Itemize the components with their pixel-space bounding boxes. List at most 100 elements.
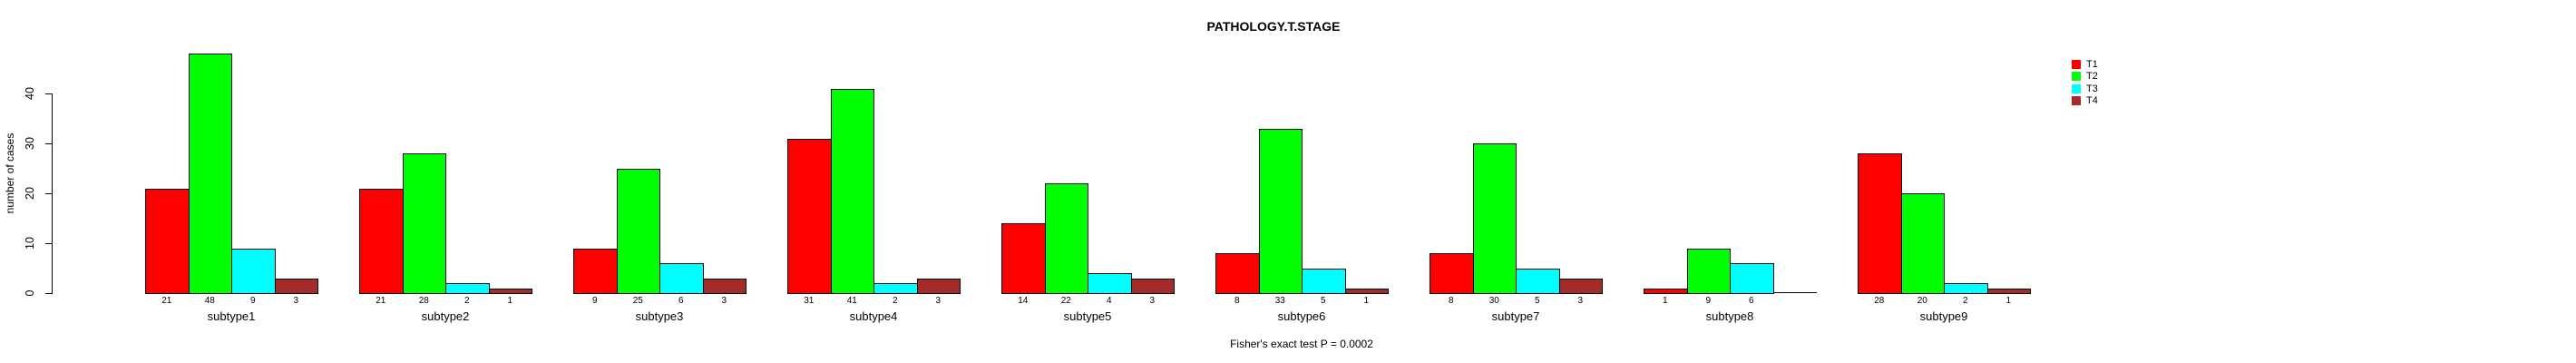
y-axis-line xyxy=(52,93,53,294)
bar-value-label: 4 xyxy=(1106,296,1112,306)
bar-value-label: 3 xyxy=(293,296,299,306)
x-category-label-subtype6: subtype6 xyxy=(1277,309,1326,323)
x-category-label-subtype2: subtype2 xyxy=(421,309,470,323)
bar-value-label: 48 xyxy=(204,296,215,306)
legend-swatch-t3 xyxy=(2072,83,2081,93)
bar-value-label: 33 xyxy=(1274,296,1285,306)
y-tick xyxy=(45,243,52,244)
bar-t1-subtype3 xyxy=(573,248,618,294)
bar-value-label: 14 xyxy=(1018,296,1029,306)
bar-t3-subtype7 xyxy=(1516,268,1560,294)
y-tick xyxy=(45,293,52,294)
bar-t4-subtype5 xyxy=(1130,278,1175,294)
legend-swatch-t4 xyxy=(2072,95,2081,105)
legend-swatch-t1 xyxy=(2072,60,2081,69)
bar-t3-subtype4 xyxy=(873,283,918,294)
bar-t3-subtype9 xyxy=(1944,283,1988,294)
bar-t2-subtype1 xyxy=(188,54,232,294)
bar-value-label: 3 xyxy=(721,296,727,306)
bar-t3-subtype5 xyxy=(1088,273,1132,294)
y-tick-label: 10 xyxy=(24,237,36,250)
bar-t1-subtype8 xyxy=(1644,288,1688,294)
bar-value-label: 1 xyxy=(507,296,513,306)
footnote-fisher-test: Fisher's exact test P = 0.0002 xyxy=(1230,338,1373,350)
bar-t3-subtype2 xyxy=(445,283,490,294)
y-tick xyxy=(45,93,52,94)
bar-value-label: 3 xyxy=(1149,296,1156,306)
bar-t2-subtype9 xyxy=(1900,193,1945,294)
x-category-label-subtype8: subtype8 xyxy=(1705,309,1754,323)
bar-t4-subtype9 xyxy=(1986,288,2031,294)
legend-label-t4: T4 xyxy=(2086,94,2098,106)
bar-t2-subtype6 xyxy=(1258,128,1303,294)
x-category-label-subtype5: subtype5 xyxy=(1063,309,1112,323)
bar-value-label: 22 xyxy=(1060,296,1071,306)
bar-value-label: 5 xyxy=(1320,296,1326,306)
bar-value-label: 41 xyxy=(846,296,857,306)
bar-value-label: 31 xyxy=(804,296,815,306)
chart-title: PATHOLOGY.T.STAGE xyxy=(1206,19,1341,34)
y-axis-title: number of cases xyxy=(4,132,16,214)
y-tick xyxy=(45,143,52,144)
bar-value-label: 3 xyxy=(1577,296,1584,306)
y-tick-label: 20 xyxy=(24,187,36,200)
bar-t3-subtype8 xyxy=(1730,263,1774,294)
bar-value-label: 8 xyxy=(1234,296,1240,306)
bar-t4-subtype1 xyxy=(274,278,318,294)
legend-label-t1: T1 xyxy=(2086,59,2098,70)
bar-t4-subtype4 xyxy=(916,278,961,294)
legend-label-t3: T3 xyxy=(2086,83,2098,94)
y-tick-label: 0 xyxy=(24,289,36,297)
bar-t1-subtype9 xyxy=(1858,153,1902,294)
bar-t4-subtype3 xyxy=(702,278,746,294)
bar-t1-subtype4 xyxy=(787,138,832,294)
bar-t2-subtype7 xyxy=(1472,143,1517,294)
bar-t2-subtype2 xyxy=(402,153,446,294)
bar-t1-subtype5 xyxy=(1001,223,1046,294)
x-category-label-subtype7: subtype7 xyxy=(1491,309,1540,323)
bar-t4-subtype2 xyxy=(488,288,532,294)
x-category-label-subtype1: subtype1 xyxy=(207,309,256,323)
bar-value-label: 21 xyxy=(376,296,386,306)
bar-value-label: 20 xyxy=(1917,296,1927,306)
bar-t3-subtype6 xyxy=(1302,268,1346,294)
legend-label-t2: T2 xyxy=(2086,71,2098,83)
bar-value-label: 25 xyxy=(632,296,643,306)
bar-t2-subtype5 xyxy=(1044,183,1088,294)
bar-value-label: 9 xyxy=(591,296,598,306)
legend-swatch-t2 xyxy=(2072,72,2081,82)
bar-value-label: 5 xyxy=(1534,296,1540,306)
bar-value-label: 21 xyxy=(161,296,172,306)
bar-t1-subtype2 xyxy=(359,188,404,294)
y-tick-label: 40 xyxy=(24,87,36,100)
bar-t1-subtype7 xyxy=(1429,253,1474,294)
x-category-label-subtype3: subtype3 xyxy=(635,309,684,323)
bar-value-label: 28 xyxy=(418,296,429,306)
x-category-label-subtype4: subtype4 xyxy=(849,309,898,323)
bar-value-label: 1 xyxy=(1662,296,1668,306)
bar-value-label: 3 xyxy=(935,296,942,306)
bar-t3-subtype1 xyxy=(231,248,276,294)
bar-value-label: 28 xyxy=(1874,296,1885,306)
y-tick xyxy=(45,193,52,194)
bar-value-label: 2 xyxy=(1962,296,1968,306)
bar-value-label: 1 xyxy=(2005,296,2012,306)
x-category-label-subtype9: subtype9 xyxy=(1919,309,1968,323)
bar-t4-subtype7 xyxy=(1558,278,1603,294)
bar-t1-subtype6 xyxy=(1215,253,1260,294)
bar-value-label: 6 xyxy=(678,296,684,306)
bar-value-label: 1 xyxy=(1363,296,1370,306)
bar-t4-subtype8-zero xyxy=(1772,292,1817,293)
bar-value-label: 30 xyxy=(1488,296,1499,306)
bar-value-label: 8 xyxy=(1448,296,1454,306)
bar-value-label: 2 xyxy=(892,296,898,306)
bar-t4-subtype6 xyxy=(1344,288,1389,294)
bar-value-label: 9 xyxy=(1705,296,1712,306)
y-tick-label: 30 xyxy=(24,137,36,150)
bar-value-label: 2 xyxy=(463,296,470,306)
bar-t2-subtype8 xyxy=(1686,248,1731,294)
bar-t3-subtype3 xyxy=(659,263,704,294)
bar-t2-subtype3 xyxy=(616,168,660,294)
bar-t1-subtype1 xyxy=(145,188,190,294)
